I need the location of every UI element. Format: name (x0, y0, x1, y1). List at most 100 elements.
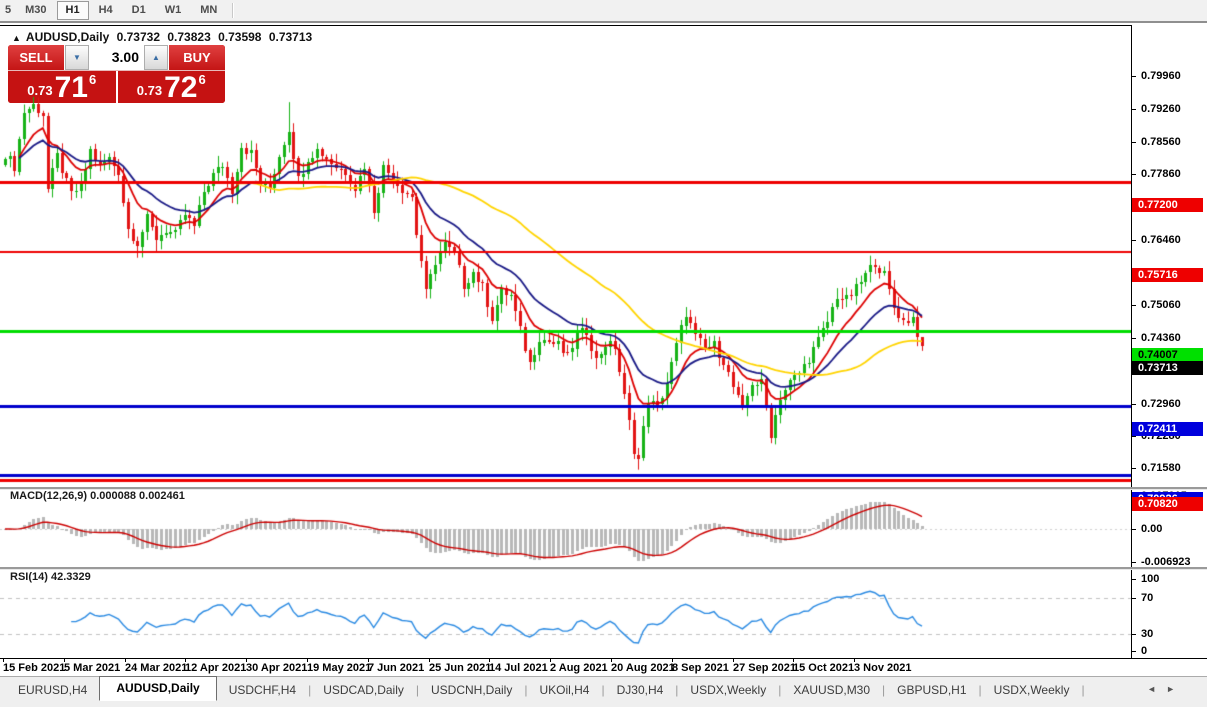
axis-tick (1131, 634, 1136, 635)
axis-tick (1131, 174, 1136, 175)
rsi-tick-label: 70 (1141, 592, 1154, 604)
rsi-tick-label: 0 (1141, 645, 1148, 657)
tab-usdchf-h4[interactable]: USDCHF,H4 (228, 683, 297, 697)
price-badge-0.74007: 0.74007 (1132, 348, 1203, 362)
date-tick (550, 659, 551, 662)
tab-audusd-daily[interactable]: AUDUSD,Daily (99, 676, 217, 701)
date-label: 7 Jun 2021 (368, 662, 425, 674)
axis-tick (1131, 651, 1136, 652)
axis-tick (1131, 109, 1136, 110)
timeframe-button-w1[interactable]: W1 (164, 4, 182, 16)
date-label: 5 Mar 2021 (64, 662, 121, 674)
tab-separator: | (415, 683, 419, 697)
price-tick-label: 0.77860 (1141, 168, 1181, 180)
price-badge-0.75716: 0.75716 (1132, 268, 1203, 282)
tab-separator: | (308, 683, 312, 697)
axis-tick (1131, 436, 1136, 437)
tab-usdx-weekly[interactable]: USDX,Weekly (690, 683, 767, 697)
tab-usdcnh-daily[interactable]: USDCNH,Daily (431, 683, 513, 697)
rsi-tick-label: 100 (1141, 573, 1160, 585)
tab-separator: | (524, 683, 528, 697)
price-axis[interactable]: 0.79960 0.79260 0.78560 0.77860 0.76460 0.750… (1131, 23, 1207, 681)
date-tick (489, 659, 490, 662)
date-tick (611, 659, 612, 662)
rsi-label: RSI(14) 42.3329 (10, 571, 91, 583)
chart-window: ▲AUDUSD,Daily 0.73732 0.73823 0.73598 0.… (0, 23, 1207, 677)
tab-dj30-h4[interactable]: DJ30,H4 (616, 683, 664, 697)
tab-ukoil-h4[interactable]: UKOil,H4 (539, 683, 590, 697)
axis-tick (1131, 468, 1136, 469)
date-label: 8 Sep 2021 (672, 662, 729, 674)
tab-eurusd-h4[interactable]: EURUSD,H4 (18, 683, 88, 697)
date-label: 12 Apr 2021 (185, 662, 247, 674)
date-label: 19 May 2021 (307, 662, 372, 674)
axis-tick (1131, 579, 1136, 580)
date-label: 14 Jul 2021 (489, 662, 548, 674)
date-tick (307, 659, 308, 662)
date-label: 3 Nov 2021 (854, 662, 912, 674)
macd-tick-label: 0.00 (1141, 523, 1163, 535)
price-tick-label: 0.78560 (1141, 136, 1181, 148)
date-label: 27 Sep 2021 (733, 662, 796, 674)
price-badge-0.70820: 0.70820 (1132, 497, 1203, 511)
axis-tick (1131, 404, 1136, 405)
price-axis-line (1131, 25, 1132, 658)
chart-tabs: EURUSD,H4 AUDUSD,Daily USDCHF,H4 | USDCAD,Da… (6, 676, 1085, 701)
date-tick (429, 659, 430, 662)
timeframe-button-h4[interactable]: H4 (98, 4, 113, 16)
macd-tick-label: -0.006923 (1141, 556, 1191, 568)
tab-usdx-weekly[interactable]: USDX,Weekly (993, 683, 1070, 697)
tab-xauusd-m30[interactable]: XAUUSD,M30 (793, 683, 871, 697)
date-label: 20 Aug 2021 (611, 662, 675, 674)
date-tick (185, 659, 186, 662)
price-tick-label: 0.71580 (1141, 462, 1181, 474)
tab-scroll-left-icon[interactable]: ◄ (1147, 684, 1167, 694)
tab-separator: | (778, 683, 782, 697)
tab-separator: | (1081, 683, 1085, 697)
date-tick (672, 659, 673, 662)
tab-gbpusd-h1[interactable]: GBPUSD,H1 (897, 683, 967, 697)
price-tick-label: 0.72960 (1141, 398, 1181, 410)
date-label: 15 Feb 2021 (3, 662, 66, 674)
date-tick (733, 659, 734, 662)
tab-separator: | (882, 683, 886, 697)
date-label: 30 Apr 2021 (246, 662, 308, 674)
axis-tick (1131, 598, 1136, 599)
timeframe-button-h1[interactable]: H1 (56, 1, 89, 20)
axis-tick (1131, 142, 1136, 143)
timeframe-button-5[interactable]: 5 (5, 4, 12, 16)
date-tick (368, 659, 369, 662)
date-label: 15 Oct 2021 (793, 662, 855, 674)
timeframe-buttons: 5 M30 H1 H4 D1 W1 MN (0, 0, 226, 20)
date-tick (246, 659, 247, 662)
date-label: 2 Aug 2021 (550, 662, 608, 674)
timeframe-button-mn[interactable]: MN (200, 4, 218, 16)
tab-separator: | (601, 683, 605, 697)
date-axis[interactable]: 15 Feb 2021 5 Mar 2021 24 Mar 2021 12 Apr 2… (0, 658, 1207, 677)
tab-separator: | (675, 683, 679, 697)
price-chart-canvas[interactable] (0, 25, 1131, 487)
tab-scroll-right-icon[interactable]: ► (1166, 684, 1185, 694)
date-tick (793, 659, 794, 662)
timeframe-button-d1[interactable]: D1 (131, 4, 146, 16)
tab-usdcad-daily[interactable]: USDCAD,Daily (323, 683, 404, 697)
axis-tick (1131, 562, 1136, 563)
axis-tick (1131, 338, 1136, 339)
macd-label: MACD(12,26,9) 0.000088 0.002461 (10, 490, 185, 502)
tab-scroll-arrows: ◄► (1147, 684, 1185, 694)
price-tick-label: 0.76460 (1141, 234, 1181, 246)
chart-tab-bar: EURUSD,H4 AUDUSD,Daily USDCHF,H4 | USDCAD,Da… (0, 676, 1207, 707)
price-badge-0.73713: 0.73713 (1132, 361, 1203, 375)
date-tick (125, 659, 126, 662)
timeframe-toolbar: 5 M30 H1 H4 D1 W1 MN (0, 0, 1207, 23)
tab-separator: | (978, 683, 982, 697)
date-label: 25 Jun 2021 (429, 662, 492, 674)
rsi-canvas[interactable] (0, 569, 1131, 658)
price-tick-label: 0.75060 (1141, 299, 1181, 311)
date-tick (64, 659, 65, 662)
axis-tick (1131, 529, 1136, 530)
price-tick-label: 0.79260 (1141, 103, 1181, 115)
macd-canvas[interactable] (0, 489, 1131, 567)
timeframe-button-m30[interactable]: M30 (25, 4, 47, 16)
